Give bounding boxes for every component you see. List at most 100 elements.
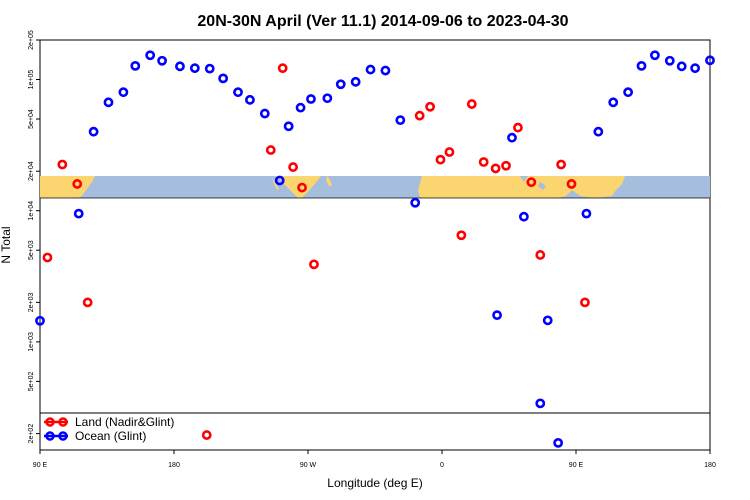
x-tick-label: 180 bbox=[704, 462, 716, 469]
y-tick-label: 2e+04 bbox=[28, 161, 35, 181]
ocean-point bbox=[350, 76, 361, 87]
land-point bbox=[297, 182, 307, 193]
ocean-point bbox=[623, 87, 634, 98]
ocean-point bbox=[380, 65, 391, 76]
x-tick-label: 90 W bbox=[300, 462, 317, 469]
ocean-point bbox=[664, 55, 675, 66]
ocean-point bbox=[118, 87, 129, 98]
land-point bbox=[501, 160, 511, 171]
land-point bbox=[478, 157, 489, 167]
y-axis-label: N Total bbox=[0, 226, 13, 263]
land-point bbox=[42, 252, 53, 263]
x-axis-label: Longitude (deg E) bbox=[327, 476, 422, 490]
x-tick-label: 0 bbox=[440, 462, 444, 469]
land-point bbox=[556, 159, 567, 170]
ocean-point bbox=[690, 63, 701, 74]
ocean-point bbox=[233, 87, 243, 98]
map-land-africa-asia bbox=[418, 176, 625, 198]
y-tick-label: 2e+03 bbox=[28, 292, 35, 312]
ocean-point bbox=[295, 102, 306, 113]
map-gulf-mark bbox=[538, 182, 546, 190]
y-tick-label: 5e+04 bbox=[28, 109, 35, 129]
ocean-point bbox=[593, 126, 604, 137]
land-point bbox=[513, 122, 523, 133]
legend-ocean-marker-right bbox=[58, 431, 68, 441]
land-point bbox=[435, 154, 446, 165]
legend: Land (Nadir&Glint) Ocean (Glint) bbox=[40, 412, 710, 443]
ocean-point bbox=[542, 315, 553, 326]
land-point bbox=[526, 177, 537, 188]
land-point bbox=[414, 110, 425, 121]
y-tick-label: 5e+02 bbox=[28, 371, 35, 391]
ocean-point bbox=[553, 437, 564, 448]
ocean-point bbox=[88, 126, 99, 137]
legend-ocean-marker-left bbox=[45, 431, 55, 441]
plot-area bbox=[39, 39, 711, 451]
land-point bbox=[277, 63, 288, 74]
ocean-point bbox=[636, 60, 647, 71]
ocean-point bbox=[145, 50, 156, 61]
land-point bbox=[57, 159, 68, 170]
ocean-point bbox=[204, 63, 215, 74]
land-point bbox=[425, 101, 435, 112]
ocean-point bbox=[73, 208, 84, 219]
land-point bbox=[201, 430, 212, 440]
ocean-point bbox=[518, 211, 529, 222]
legend-land-marker-right bbox=[58, 417, 68, 427]
x-axis-ticks: 90 E 180 90 W 0 90 E 180 bbox=[33, 450, 716, 469]
ocean-point bbox=[410, 197, 421, 208]
land-point bbox=[288, 162, 299, 172]
ocean-point bbox=[306, 94, 316, 104]
ocean-point bbox=[189, 63, 200, 74]
map-land-florida bbox=[326, 176, 332, 186]
land-point bbox=[566, 179, 577, 189]
ocean-point bbox=[535, 398, 546, 409]
ocean-point bbox=[676, 61, 687, 72]
legend-land-marker-left bbox=[45, 417, 55, 427]
land-point bbox=[309, 259, 319, 270]
ocean-point bbox=[274, 175, 285, 186]
y-tick-label: 2e+02 bbox=[28, 424, 35, 444]
legend-ocean-label: Ocean (Glint) bbox=[75, 429, 146, 443]
ocean-point bbox=[130, 60, 141, 71]
ocean-point bbox=[365, 64, 376, 75]
land-point bbox=[72, 179, 83, 189]
land-point bbox=[535, 250, 546, 260]
y-tick-label: 1e+04 bbox=[28, 201, 35, 221]
ocean-point bbox=[245, 94, 255, 105]
y-tick-label: 5e+03 bbox=[28, 240, 35, 260]
x-tick-label: 90 E bbox=[33, 462, 48, 469]
land-point bbox=[466, 99, 477, 109]
ocean-point bbox=[322, 93, 333, 104]
ocean-point bbox=[218, 73, 229, 84]
ocean-point bbox=[705, 55, 715, 66]
world-map-strip bbox=[40, 176, 710, 199]
land-point bbox=[580, 297, 590, 308]
ocean-point bbox=[507, 132, 517, 143]
ocean-point bbox=[581, 208, 592, 219]
land-point bbox=[456, 230, 467, 241]
land-point bbox=[82, 297, 93, 308]
y-tick-label: 1e+05 bbox=[28, 70, 35, 90]
y-axis-ticks: 2e+02 5e+02 1e+03 2e+03 5e+03 1e+04 2e+04 5e+04… bbox=[28, 30, 40, 443]
ocean-point bbox=[157, 55, 167, 66]
ocean-point bbox=[175, 61, 185, 72]
land-point bbox=[490, 163, 501, 174]
ocean-point bbox=[608, 97, 619, 108]
ocean-point bbox=[259, 108, 270, 119]
land-point bbox=[444, 147, 455, 157]
x-tick-label: 90 E bbox=[569, 462, 584, 469]
y-tick-label: 2e+05 bbox=[28, 30, 35, 50]
data-points bbox=[35, 50, 715, 448]
ocean-point bbox=[492, 310, 502, 321]
ocean-point bbox=[283, 121, 294, 132]
ocean-point bbox=[335, 79, 346, 90]
land-point bbox=[265, 145, 276, 155]
legend-land-label: Land (Nadir&Glint) bbox=[75, 415, 174, 429]
y-tick-label: 1e+03 bbox=[28, 332, 35, 352]
map-land-baja bbox=[272, 178, 279, 190]
x-tick-label: 180 bbox=[168, 462, 180, 469]
ocean-point bbox=[395, 115, 406, 126]
chart-title: 20N-30N April (Ver 11.1) 2014-09-06 to 2… bbox=[197, 13, 568, 30]
